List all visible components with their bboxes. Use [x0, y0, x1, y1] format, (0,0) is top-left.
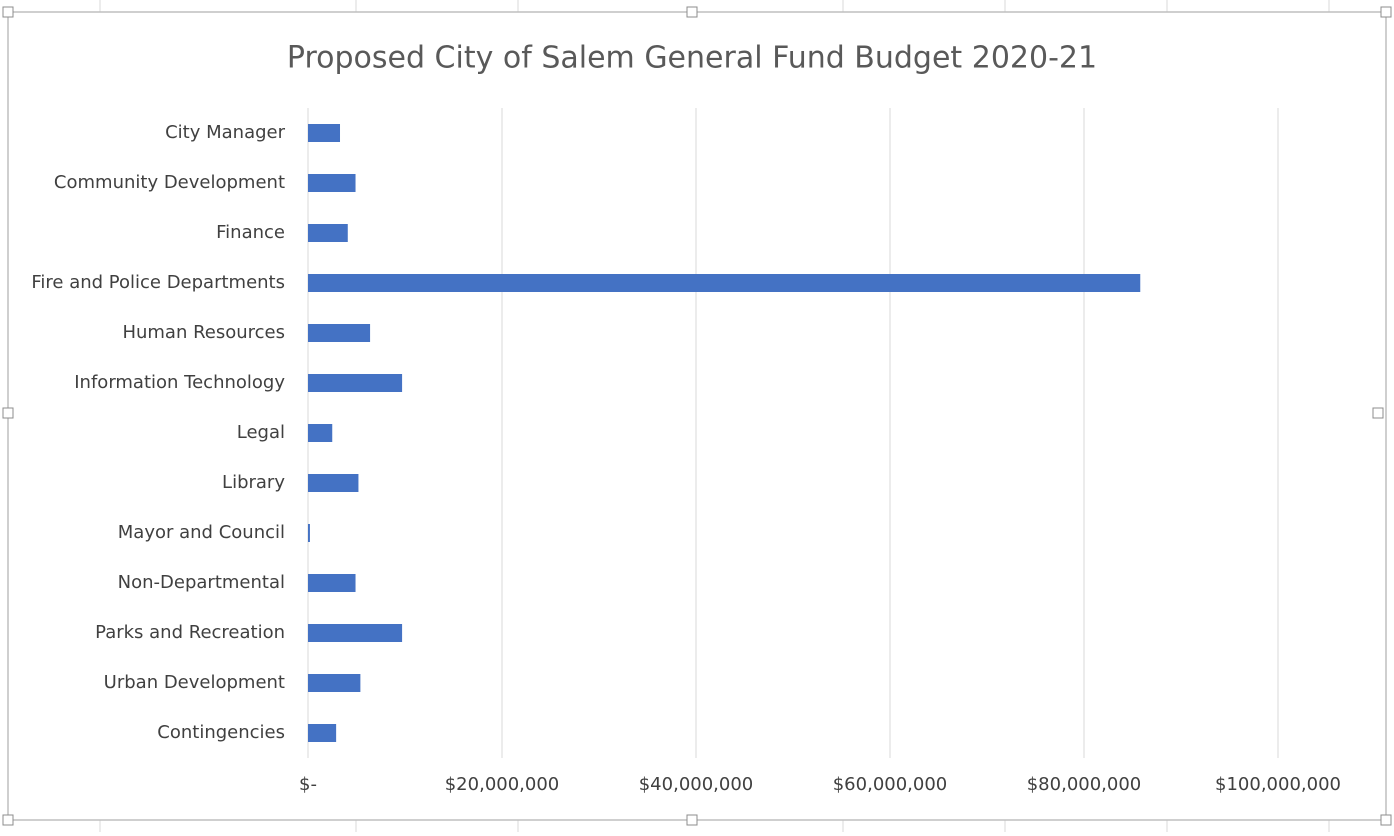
y-tick-label: Human Resources: [122, 322, 285, 343]
y-tick-label: Mayor and Council: [118, 522, 285, 543]
bar: [308, 274, 1141, 292]
x-tick-label: $80,000,000: [1027, 774, 1142, 795]
bar: [308, 674, 361, 692]
bar: [308, 524, 310, 542]
y-tick-label: Parks and Recreation: [95, 622, 285, 643]
bar: [308, 424, 333, 442]
bar: [308, 374, 403, 392]
y-tick-label: Community Development: [54, 172, 285, 193]
y-tick-label: Finance: [216, 222, 285, 243]
bar: [308, 624, 403, 642]
y-tick-label: City Manager: [165, 122, 286, 143]
bar: [308, 474, 359, 492]
y-tick-label: Contingencies: [157, 722, 285, 743]
y-tick-label: Non-Departmental: [118, 572, 285, 593]
x-tick-label: $-: [299, 774, 317, 795]
bar: [308, 224, 348, 242]
resize-handles[interactable]: [2, 6, 1392, 826]
x-tick-label: $60,000,000: [833, 774, 948, 795]
y-tick-label: Information Technology: [74, 372, 285, 393]
bar: [308, 724, 337, 742]
y-tick-label: Fire and Police Departments: [31, 272, 285, 293]
x-tick-label: $40,000,000: [639, 774, 754, 795]
chart-title: Proposed City of Salem General Fund Budg…: [287, 41, 1097, 76]
bar: [308, 124, 341, 142]
x-tick-label: $100,000,000: [1215, 774, 1341, 795]
x-tick-label: $20,000,000: [445, 774, 560, 795]
bar: [308, 174, 356, 192]
y-tick-label: Urban Development: [104, 672, 285, 693]
bar: [308, 574, 356, 592]
y-tick-label: Legal: [237, 422, 285, 443]
y-tick-label: Library: [222, 472, 285, 493]
bar: [308, 324, 371, 342]
